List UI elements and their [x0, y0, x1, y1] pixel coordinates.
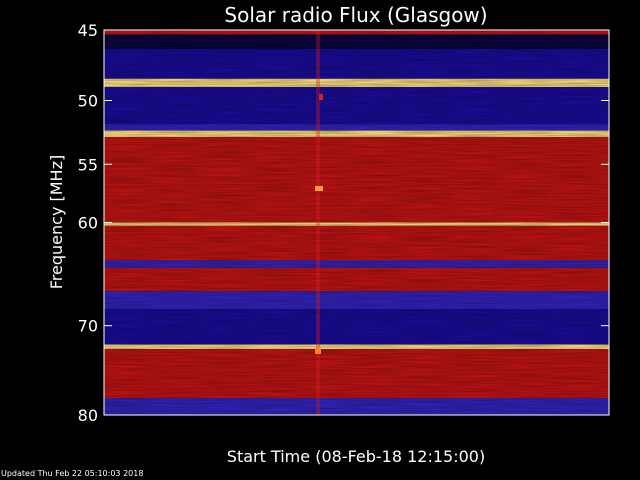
chart-title: Solar radio Flux (Glasgow)	[224, 3, 487, 27]
y-tick-label: 70	[78, 317, 98, 336]
y-tick-label: 80	[78, 406, 98, 425]
y-axis: 45 50 55 60 70 80	[78, 21, 609, 425]
plot-area	[104, 30, 609, 415]
update-timestamp: Updated Thu Feb 22 05:10:03 2018	[1, 469, 144, 478]
burst-spot	[315, 348, 321, 354]
y-tick-label: 55	[78, 155, 98, 174]
burst-streak	[316, 30, 320, 415]
noise-texture	[104, 30, 609, 415]
y-axis-label: Frequency [MHz]	[47, 155, 66, 289]
burst-spot	[315, 186, 323, 191]
burst-spot	[319, 94, 323, 100]
x-axis-label: Start Time (08-Feb-18 12:15:00)	[227, 447, 485, 466]
y-tick-label: 50	[78, 92, 98, 111]
y-tick-label: 60	[78, 214, 98, 233]
y-tick-label: 45	[78, 21, 98, 40]
